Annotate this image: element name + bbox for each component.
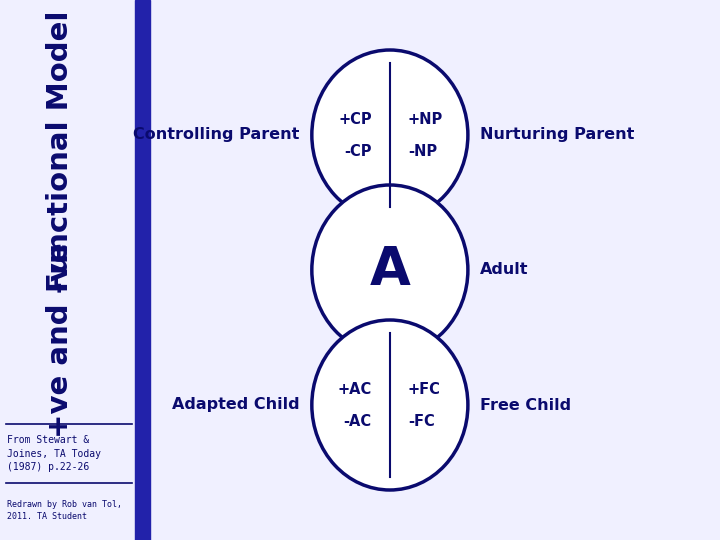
Text: -AC: -AC	[343, 414, 372, 429]
Text: Redrawn by Rob van Tol,
2011. TA Student: Redrawn by Rob van Tol, 2011. TA Student	[7, 500, 122, 521]
Text: Controlling Parent: Controlling Parent	[133, 127, 300, 143]
Text: -NP: -NP	[408, 144, 437, 159]
Text: +CP: +CP	[338, 111, 372, 126]
Text: +NP: +NP	[408, 111, 443, 126]
Ellipse shape	[312, 185, 468, 355]
Text: Adapted Child: Adapted Child	[172, 397, 300, 413]
Text: Functional Model: Functional Model	[46, 10, 74, 292]
Bar	[135, 0, 150, 540]
Text: +ve and -ve: +ve and -ve	[46, 242, 74, 438]
Text: -FC: -FC	[408, 414, 435, 429]
Text: Adult: Adult	[480, 262, 528, 278]
Ellipse shape	[312, 50, 468, 220]
Text: -CP: -CP	[344, 144, 372, 159]
Text: +AC: +AC	[338, 381, 372, 396]
Text: +FC: +FC	[408, 381, 441, 396]
Text: A: A	[369, 244, 410, 296]
Text: Free Child: Free Child	[480, 397, 571, 413]
Text: From Stewart &
Joines, TA Today
(1987) p.22-26: From Stewart & Joines, TA Today (1987) p…	[7, 435, 102, 472]
Text: Nurturing Parent: Nurturing Parent	[480, 127, 634, 143]
Ellipse shape	[312, 320, 468, 490]
